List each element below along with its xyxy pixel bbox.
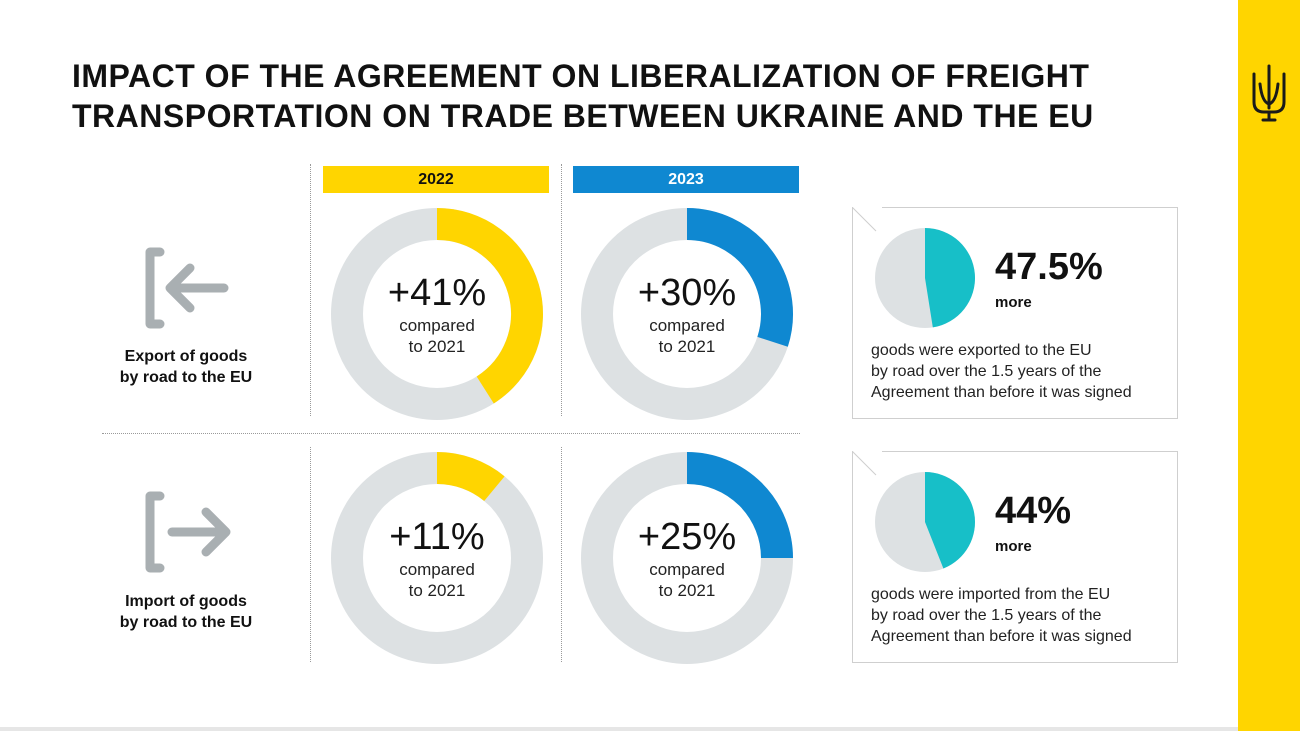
- speech-notch: [852, 451, 882, 481]
- donut-sub-label: compared: [649, 316, 725, 335]
- donut-chart-import-2022: +11% compared to 2021: [328, 449, 546, 667]
- donut-chart-export-2023: +30% compared to 2021: [578, 205, 796, 423]
- summary-box-export: 47.5% more goods were exported to the EU…: [852, 207, 1178, 419]
- donut-value-arc: [686, 208, 793, 347]
- donut-value-label: +30%: [637, 272, 737, 314]
- grid-vertical-line: [310, 447, 311, 662]
- donut-value-arc: [436, 452, 505, 502]
- summary-box-import: 44% more goods were imported from the EU…: [852, 451, 1178, 663]
- yellow-side-bar: [1238, 0, 1300, 731]
- grid-vertical-line: [561, 164, 562, 416]
- donut-sub-label: compared: [649, 560, 725, 579]
- export-arrow-left-icon: [145, 247, 229, 329]
- row-label-line: by road to the EU: [119, 369, 253, 386]
- donut-sub-label: to 2021: [408, 337, 466, 356]
- page-title: IMPACT OF THE AGREEMENT ON LIBERALIZATIO…: [72, 56, 1192, 136]
- donut-text: +30% compared to 2021: [578, 205, 796, 423]
- row-label-line: Import of goods: [125, 593, 247, 610]
- summary-more-label: more: [995, 538, 1032, 555]
- summary-description: goods were exported to the EU by road ov…: [871, 340, 1171, 403]
- donut-text: +25% compared to 2021: [578, 449, 796, 667]
- donut-chart-export-2022: +41% compared to 2021: [328, 205, 546, 423]
- summary-pie-svg: [875, 228, 975, 328]
- donut-sub-label: compared: [399, 316, 475, 335]
- donut-text: +11% compared to 2021: [328, 449, 546, 667]
- summary-desc-line: goods were exported to the EU: [871, 342, 1092, 359]
- donut-text: +41% compared to 2021: [328, 205, 546, 423]
- donut-sub-label: to 2021: [408, 581, 466, 600]
- summary-desc-line: goods were imported from the EU: [871, 586, 1111, 603]
- donut-sub-label: to 2021: [658, 581, 716, 600]
- summary-desc-line: Agreement than before it was signed: [871, 384, 1132, 401]
- import-arrow-right-icon: [145, 491, 231, 573]
- donut-value-label: +11%: [389, 516, 485, 558]
- row-label-export: Export of goods by road to the EU: [86, 346, 286, 388]
- bottom-divider: [0, 727, 1238, 731]
- donut-svg: [581, 208, 793, 420]
- donut-svg: [331, 452, 543, 664]
- summary-desc-line: by road over the 1.5 years of the: [871, 363, 1102, 380]
- trident-emblem-icon: [1252, 64, 1286, 122]
- pie-value-slice: [925, 228, 975, 328]
- summary-value: 44%: [995, 490, 1072, 532]
- summary-value: 47.5%: [995, 246, 1103, 288]
- donut-chart-import-2023: +25% compared to 2021: [578, 449, 796, 667]
- title-line-1: IMPACT OF THE AGREEMENT ON LIBERALIZATIO…: [72, 58, 1090, 94]
- speech-notch: [852, 207, 882, 237]
- donut-value-arc: [436, 208, 543, 404]
- year-label-2023: 2023: [573, 166, 799, 193]
- grid-vertical-line: [561, 447, 562, 662]
- donut-sub-label: to 2021: [658, 337, 716, 356]
- grid-vertical-line: [310, 164, 311, 416]
- row-label-import: Import of goods by road to the EU: [86, 591, 286, 633]
- summary-more-label: more: [995, 294, 1032, 311]
- pie-value-slice: [925, 472, 975, 569]
- grid-horizontal-line: [102, 433, 800, 434]
- donut-value-arc: [686, 452, 793, 559]
- title-line-2: TRANSPORTATION ON TRADE BETWEEN UKRAINE …: [72, 98, 1094, 134]
- year-label-2022: 2022: [323, 166, 549, 193]
- summary-desc-line: by road over the 1.5 years of the: [871, 607, 1102, 624]
- donut-svg: [331, 208, 543, 420]
- donut-svg: [581, 452, 793, 664]
- donut-sub-label: compared: [399, 560, 475, 579]
- summary-description: goods were imported from the EU by road …: [871, 584, 1171, 647]
- donut-value-label: +41%: [387, 272, 487, 314]
- row-label-line: Export of goods: [124, 348, 248, 365]
- row-label-line: by road to the EU: [119, 614, 253, 631]
- donut-value-label: +25%: [637, 516, 737, 558]
- summary-pie-svg: [875, 472, 975, 572]
- summary-desc-line: Agreement than before it was signed: [871, 628, 1132, 645]
